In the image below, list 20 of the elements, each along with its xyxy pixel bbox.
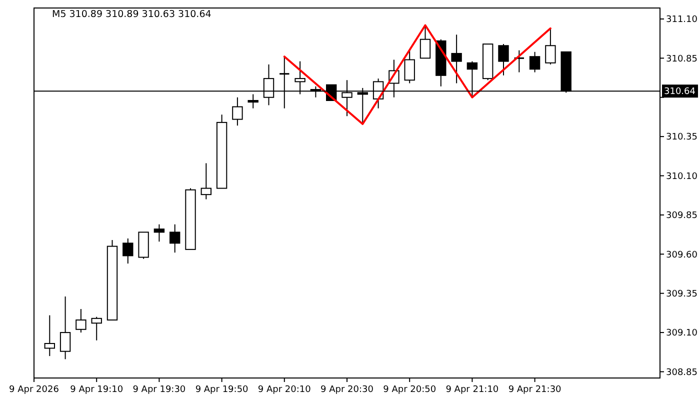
ref-line-label: 310.64 (664, 87, 696, 98)
x-tick-label: 9 Apr 20:50 (383, 385, 436, 395)
x-tick-label: 9 Apr 19:50 (195, 385, 249, 395)
y-tick-label: 308.85 (666, 368, 698, 378)
y-tick-label: 309.85 (666, 211, 698, 222)
y-tick-label: 310.10 (666, 172, 698, 182)
x-tick-label: 9 Apr 20:30 (320, 385, 374, 395)
x-tick-label: 9 Apr 21:30 (508, 385, 562, 395)
y-tick-label: 311.10 (666, 15, 698, 26)
y-tick-label: 309.35 (666, 289, 698, 300)
x-tick-label: 9 Apr 2026 (9, 385, 60, 395)
x-tick-label: 9 Apr 21:10 (446, 385, 499, 395)
y-tick-label: 309.60 (666, 250, 698, 260)
x-tick-label: 9 Apr 19:10 (70, 385, 124, 395)
x-tick-label: 9 Apr 19:30 (132, 385, 186, 395)
y-tick-label: 310.85 (666, 54, 698, 64)
chart-title: M5 310.89 310.89 310.63 310.64 (52, 9, 212, 20)
x-tick-label: 9 Apr 20:10 (258, 385, 312, 395)
y-tick-label: 310.35 (666, 132, 698, 143)
y-tick-label: 309.10 (666, 328, 698, 339)
